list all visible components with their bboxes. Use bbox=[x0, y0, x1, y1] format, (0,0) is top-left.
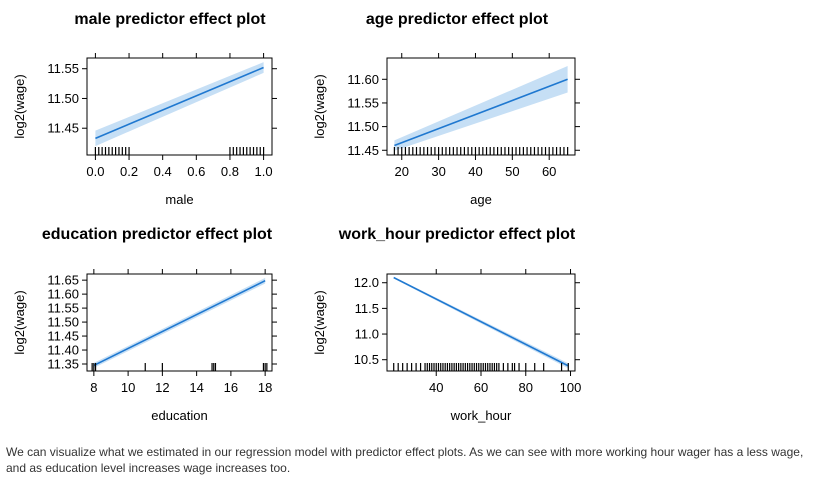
panel-3-x-tick-label: 18 bbox=[258, 380, 272, 395]
panel-3-y-tick-label: 11.65 bbox=[47, 273, 79, 288]
panel-4-y-tick-label: 10.5 bbox=[354, 352, 379, 367]
panel-1-x-tick-label: 0.8 bbox=[221, 164, 239, 179]
panel-2-x-tick-label: 50 bbox=[505, 164, 519, 179]
panel-3-y-tick-label: 11.60 bbox=[47, 287, 79, 302]
panel-4-y-tick-label: 11.0 bbox=[355, 327, 379, 342]
panel-2-y-tick-label: 11.50 bbox=[347, 119, 379, 134]
panel-4-x-tick-label: 80 bbox=[519, 380, 533, 395]
panel-1-x-tick-label: 1.0 bbox=[255, 164, 273, 179]
panel-1-fit-line bbox=[95, 66, 264, 140]
panel-4-y-tick-label: 12.0 bbox=[354, 275, 379, 290]
panel-4-y-tick-label: 11.5 bbox=[355, 301, 379, 316]
panel-2-confidence-band bbox=[394, 66, 568, 151]
panel-1-confidence-band bbox=[95, 62, 264, 147]
panel-2-y-tick-label: 11.60 bbox=[347, 72, 379, 87]
panel-3-y-tick-label: 11.45 bbox=[47, 329, 79, 344]
panel-2-y-tick-label: 11.45 bbox=[347, 143, 379, 158]
panel-2-plot-frame bbox=[386, 57, 576, 156]
panel-2-x-axis-label: age bbox=[470, 192, 492, 207]
panel-4-x-tick-label: 60 bbox=[474, 380, 488, 395]
panel-4-x-axis-label: work_hour bbox=[450, 408, 512, 423]
panel-1-y-tick-label: 11.45 bbox=[47, 121, 79, 136]
panel-2-x-tick-label: 30 bbox=[431, 164, 445, 179]
panel-4-y-axis-label: log2(wage) bbox=[312, 290, 327, 354]
panel-3-x-tick-label: 14 bbox=[189, 380, 203, 395]
panel-3-y-axis-label: log2(wage) bbox=[12, 290, 27, 354]
panel-4-x-tick-label: 100 bbox=[560, 380, 582, 395]
panel-3-x-tick-label: 8 bbox=[90, 380, 97, 395]
effect-plots-figure: male predictor effect plot 0.0 0.2 0.4 0.6 0.… bbox=[12, 11, 582, 423]
panel-1-x-tick-label: 0.4 bbox=[154, 164, 172, 179]
panel-3-y-tick-label: 11.35 bbox=[47, 357, 79, 372]
panel-1-title: male predictor effect plot bbox=[74, 11, 266, 28]
panel-1-x-tick-label: 0.2 bbox=[120, 164, 138, 179]
panel-2-x-tick-label: 60 bbox=[542, 164, 556, 179]
panel-1-y-tick-label: 11.55 bbox=[47, 61, 79, 76]
panel-1-x-tick-label: 0.6 bbox=[187, 164, 205, 179]
panel-2-x-tick-label: 20 bbox=[395, 164, 409, 179]
panel-3-y-tick-label: 11.55 bbox=[47, 301, 79, 316]
panel-2-y-tick-label: 11.55 bbox=[347, 95, 379, 110]
panel-4-x-tick-label: 40 bbox=[429, 380, 443, 395]
panel-4-title: work_hour predictor effect plot bbox=[338, 226, 576, 243]
panel-1-y-tick-label: 11.50 bbox=[47, 91, 79, 106]
panel-3-title: education predictor effect plot bbox=[42, 226, 273, 243]
panel-3-y-tick-label: 11.40 bbox=[47, 343, 79, 358]
panel-3-x-tick-label: 16 bbox=[224, 380, 238, 395]
panel-3-y-tick-label: 11.50 bbox=[47, 315, 79, 330]
caption-text: We can visualize what we estimated in ou… bbox=[6, 445, 804, 475]
panel-3-x-tick-label: 12 bbox=[155, 380, 169, 395]
panel-1-x-axis-label: male bbox=[165, 192, 193, 207]
panel-2-fit-line bbox=[394, 78, 568, 147]
panel-3-x-axis-label: education bbox=[151, 408, 207, 423]
panel-1-y-axis-label: log2(wage) bbox=[12, 74, 27, 138]
panel-4-fit-line bbox=[393, 276, 569, 367]
panel-1-x-tick-label: 0.0 bbox=[86, 164, 104, 179]
panel-3-fit-line bbox=[93, 279, 266, 367]
panel-3-x-tick-label: 10 bbox=[121, 380, 135, 395]
panel-2-x-tick-label: 40 bbox=[468, 164, 482, 179]
panel-2-y-axis-label: log2(wage) bbox=[312, 74, 327, 138]
panel-2-title: age predictor effect plot bbox=[366, 11, 549, 28]
panel-1-plot-frame bbox=[86, 57, 273, 156]
